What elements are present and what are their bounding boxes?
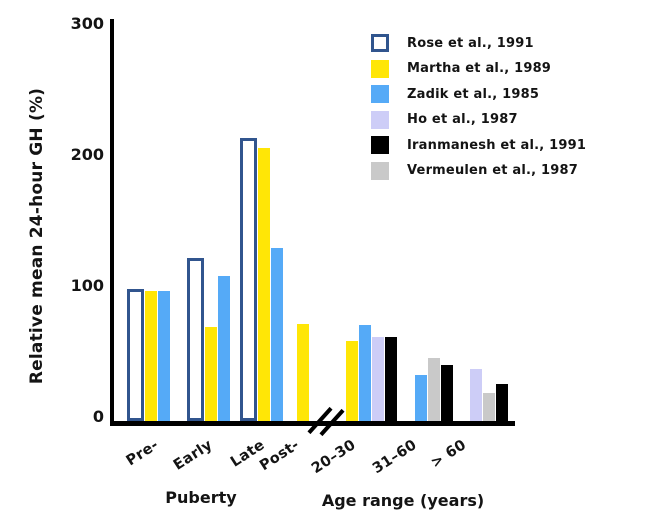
x-tick-label-post: Post- — [257, 437, 303, 475]
y-tick-label-0: 0 — [92, 407, 104, 426]
bar-31-60-vermeulen — [428, 358, 440, 421]
bar-pre-rose — [127, 289, 144, 421]
legend-label-vermeulen: Vermeulen et al., 1987 — [407, 163, 579, 178]
bar-20-30-martha — [346, 341, 358, 421]
x-tick-label-20-30: 20–30 — [308, 437, 359, 478]
legend-label-rose: Rose et al., 1991 — [407, 35, 534, 51]
y-axis-title: Relative mean 24-hour GH (%) — [27, 87, 47, 385]
bar-20-30-ho — [372, 337, 384, 421]
bar-early-martha — [205, 327, 217, 421]
legend-item-rose: Rose et al., 1991 — [371, 34, 586, 52]
legend-swatch-rose — [371, 34, 389, 52]
bar-late-martha — [258, 148, 270, 421]
legend-label-martha: Martha et al., 1989 — [407, 61, 552, 76]
x-axis-section-label-puberty: Puberty — [165, 488, 237, 507]
legend-label-iranmanesh: Iranmanesh et al., 1991 — [407, 137, 587, 153]
bar-60-vermeulen — [483, 393, 495, 421]
legend: Rose et al., 1991 Martha et al., 1989 Zadi… — [371, 34, 586, 180]
bar-20-30-iranmanesh — [385, 337, 397, 421]
legend-item-martha: Martha et al., 1989 — [371, 59, 586, 78]
bar-post-martha — [297, 324, 309, 421]
x-tick-label-60: > 60 — [428, 437, 470, 472]
bar-pre-zadik — [158, 291, 170, 421]
legend-item-ho: Ho et al., 1987 — [371, 110, 586, 129]
legend-label-zadik: Zadik et al., 1985 — [407, 86, 540, 102]
bar-pre-martha — [145, 291, 157, 421]
bar-60-iranmanesh — [496, 384, 508, 421]
bar-20-30-zadik — [359, 325, 371, 421]
legend-swatch-iranmanesh — [371, 136, 389, 154]
legend-swatch-vermeulen — [371, 161, 389, 180]
legend-swatch-martha — [371, 59, 389, 78]
legend-item-iranmanesh: Iranmanesh et al., 1991 — [371, 136, 586, 154]
bar-early-zadik — [218, 276, 230, 421]
x-axis-line — [110, 421, 515, 426]
legend-item-zadik: Zadik et al., 1985 — [371, 85, 586, 103]
bar-31-60-zadik — [415, 375, 427, 421]
x-tick-label-early: Early — [171, 437, 216, 474]
y-axis-line — [110, 19, 114, 426]
bar-late-zadik — [271, 248, 283, 421]
x-tick-label-31-60: 31–60 — [369, 437, 420, 478]
y-tick-label-300: 300 — [70, 14, 104, 33]
bar-late-rose — [240, 138, 257, 421]
x-tick-label-pre: Pre- — [123, 437, 162, 470]
legend-swatch-ho — [371, 110, 389, 129]
legend-swatch-zadik — [371, 85, 389, 103]
bar-early-rose — [187, 258, 204, 421]
bar-60-ho — [470, 369, 482, 421]
bar-31-60-iranmanesh — [441, 365, 453, 421]
legend-item-vermeulen: Vermeulen et al., 1987 — [371, 161, 586, 180]
y-tick-label-200: 200 — [70, 145, 104, 164]
x-axis-section-label-age: Age range (years) — [321, 491, 485, 510]
legend-label-ho: Ho et al., 1987 — [407, 112, 518, 127]
y-tick-label-100: 100 — [70, 276, 104, 295]
